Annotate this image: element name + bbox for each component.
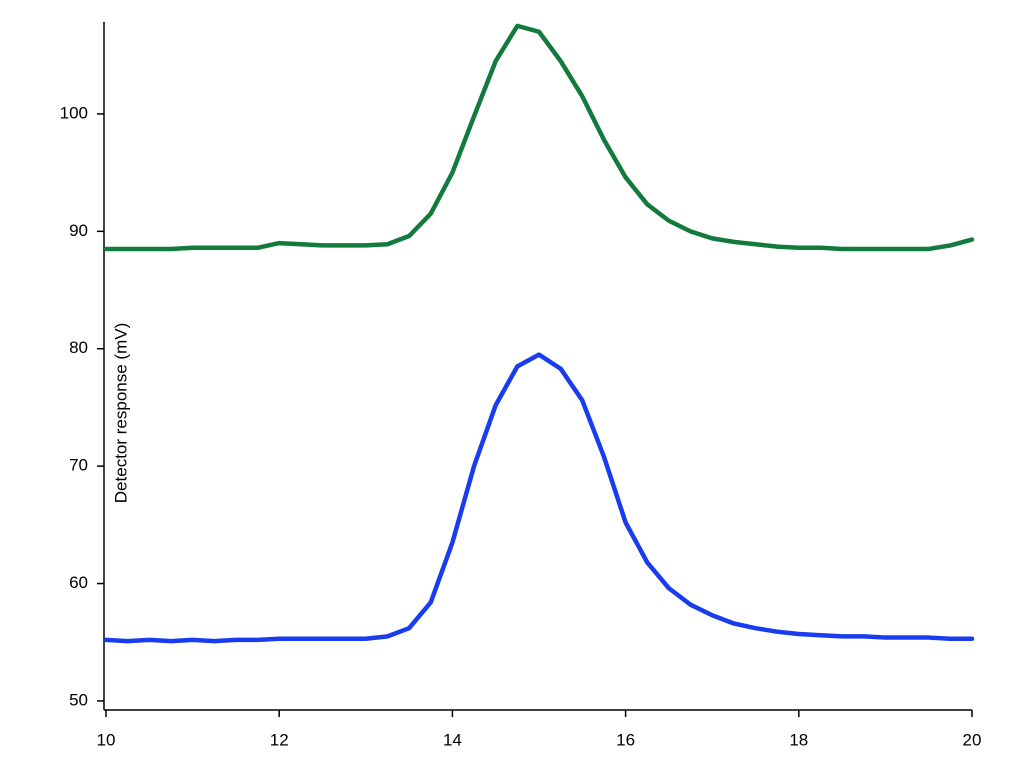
x-tick-label: 12 [270,730,289,749]
y-tick-label: 80 [69,338,88,357]
y-tick-label: 60 [69,573,88,592]
y-tick-label: 70 [69,456,88,475]
x-tick-label: 16 [616,730,635,749]
x-tick-label: 18 [789,730,808,749]
y-tick-label: 90 [69,221,88,240]
x-tick-label: 10 [97,730,116,749]
series-line [103,23,975,252]
x-tick-label: 14 [443,730,462,749]
y-tick-label: 50 [69,690,88,709]
x-tick-label: 20 [963,730,982,749]
y-tick-label: 100 [60,103,88,122]
y-axis-label: Detector response (mV) [111,323,130,503]
series-line [103,352,975,644]
